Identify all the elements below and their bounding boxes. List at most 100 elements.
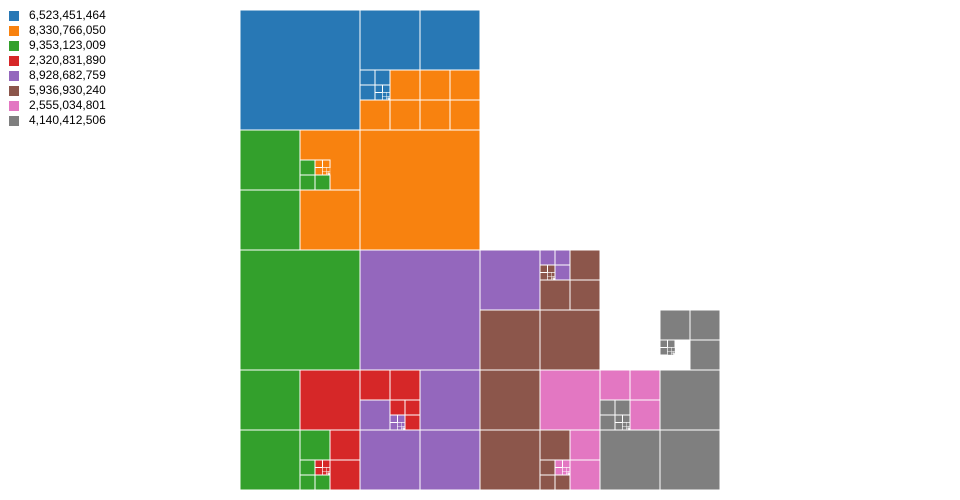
treemap-cell[interactable] [404,399,421,416]
treemap-cell[interactable] [667,351,672,356]
treemap-cell[interactable] [539,309,601,371]
treemap-cell[interactable] [539,459,556,476]
treemap-cell[interactable] [554,249,571,266]
treemap-cell[interactable] [299,189,361,251]
treemap-cell[interactable] [397,414,406,423]
treemap-cell[interactable] [539,474,556,491]
treemap-cell[interactable] [389,369,421,401]
treemap-cell[interactable] [314,459,323,468]
treemap-cell[interactable] [539,272,548,281]
treemap-cell[interactable] [479,429,541,491]
treemap-cell[interactable] [389,69,421,101]
treemap-cell[interactable] [397,422,402,427]
treemap-cell[interactable] [329,459,361,491]
treemap-cell[interactable] [672,351,676,354]
treemap-cell[interactable] [322,467,327,472]
treemap-cell[interactable] [299,474,316,491]
treemap-cell[interactable] [299,174,316,191]
treemap-cell[interactable] [419,69,451,101]
treemap-cell[interactable] [689,309,721,341]
treemap-cell[interactable] [659,347,668,356]
treemap-cell[interactable] [562,471,567,476]
treemap-cell[interactable] [374,84,383,93]
treemap-cell[interactable] [314,474,331,491]
treemap-cell[interactable] [479,309,541,371]
legend-item[interactable]: 8,928,682,759 [9,68,106,83]
treemap-cell[interactable] [547,272,552,277]
treemap-cell[interactable] [479,369,541,431]
legend-item[interactable]: 9,353,123,009 [9,38,106,53]
treemap-cell[interactable] [547,264,556,273]
treemap-cell[interactable] [389,422,398,431]
treemap-cell[interactable] [382,96,387,101]
treemap-cell[interactable] [326,171,329,174]
treemap-cell[interactable] [569,459,601,491]
treemap-cell[interactable] [239,429,301,491]
treemap-cell[interactable] [626,422,631,427]
treemap-cell[interactable] [359,84,376,101]
treemap-cell[interactable] [569,279,601,311]
treemap-cell[interactable] [551,272,556,277]
treemap-cell[interactable] [359,9,421,71]
treemap-cell[interactable] [554,474,571,491]
treemap-cell[interactable] [562,467,567,472]
treemap-cell[interactable] [239,129,301,191]
treemap-cell[interactable] [599,414,616,431]
treemap-cell[interactable] [622,414,631,423]
treemap-cell[interactable] [689,339,721,371]
treemap-cell[interactable] [626,426,629,429]
treemap-cell[interactable] [599,369,631,401]
treemap-cell[interactable] [479,249,541,311]
treemap-cell[interactable] [419,369,481,431]
treemap-cell[interactable] [322,471,327,476]
treemap-cell[interactable] [382,84,391,93]
treemap-cell[interactable] [359,429,421,491]
treemap-cell[interactable] [659,369,721,431]
legend-item[interactable]: 4,140,412,506 [9,113,106,128]
treemap-cell[interactable] [239,249,361,371]
treemap-cell[interactable] [569,249,601,281]
legend-item[interactable]: 5,936,930,240 [9,83,106,98]
treemap-cell[interactable] [562,459,571,468]
treemap-cell[interactable] [382,92,387,97]
treemap-cell[interactable] [539,264,548,273]
treemap-cell[interactable] [389,414,398,423]
treemap-cell[interactable] [449,69,481,101]
treemap-cell[interactable] [659,339,668,348]
treemap-cell[interactable] [359,249,481,371]
treemap-cell[interactable] [299,369,361,431]
treemap-cell[interactable] [539,369,601,431]
treemap-cell[interactable] [322,171,327,176]
treemap-cell[interactable] [359,129,481,251]
legend-item[interactable]: 2,320,831,890 [9,53,106,68]
treemap-cell[interactable] [614,414,623,423]
treemap-cell[interactable] [539,429,571,461]
treemap-cell[interactable] [551,276,554,279]
treemap-cell[interactable] [404,414,421,431]
treemap-cell[interactable] [374,69,391,86]
treemap-cell[interactable] [401,422,406,427]
treemap-cell[interactable] [554,467,563,476]
treemap-cell[interactable] [359,369,391,401]
treemap-cell[interactable] [539,249,556,266]
treemap-cell[interactable] [359,399,391,431]
treemap-cell[interactable] [389,99,421,131]
legend-item[interactable]: 6,523,451,464 [9,8,106,23]
treemap-cell[interactable] [554,459,563,468]
treemap-cell[interactable] [629,369,661,401]
treemap-cell[interactable] [614,422,623,431]
treemap-cell[interactable] [667,339,676,348]
treemap-cell[interactable] [419,9,481,71]
treemap-cell[interactable] [314,174,331,191]
legend-item[interactable]: 8,330,766,050 [9,23,106,38]
treemap-cell[interactable] [419,429,481,491]
treemap-cell[interactable] [667,347,672,352]
legend-item[interactable]: 2,555,034,801 [9,98,106,113]
treemap-cell[interactable] [374,92,383,101]
treemap-cell[interactable] [539,279,571,311]
treemap-cell[interactable] [329,429,361,461]
treemap-cell[interactable] [326,471,329,474]
treemap-cell[interactable] [326,467,331,472]
treemap-cell[interactable] [622,426,627,431]
treemap-cell[interactable] [566,471,569,474]
